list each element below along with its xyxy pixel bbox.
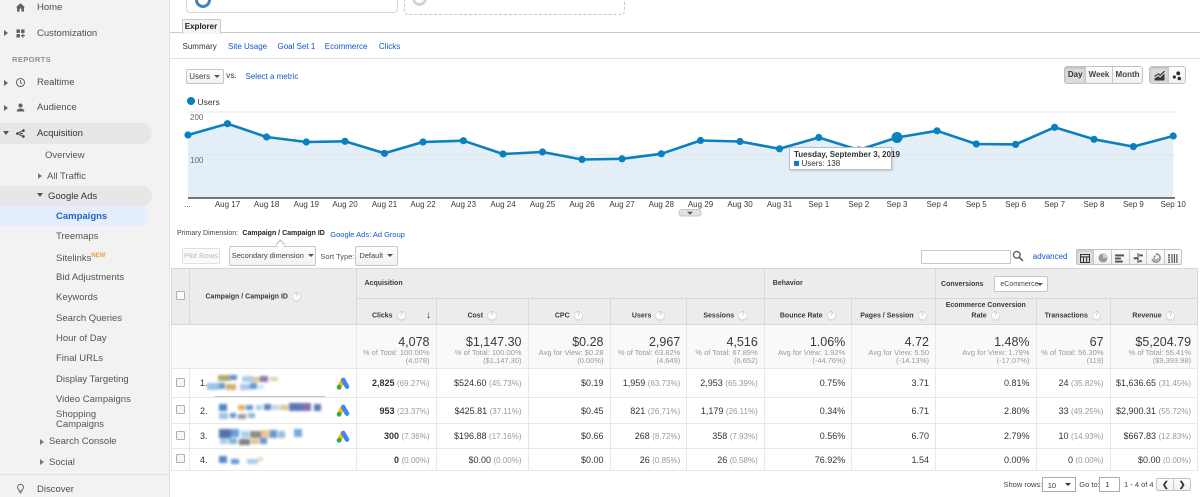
svg-text:Aug 22: Aug 22 <box>410 200 436 209</box>
svg-text:Aug 25: Aug 25 <box>530 200 556 209</box>
svg-text:Sep 1: Sep 1 <box>808 200 829 209</box>
svg-text:Aug 30: Aug 30 <box>727 200 753 209</box>
svg-text:Sep 2: Sep 2 <box>848 200 869 209</box>
svg-text:100: 100 <box>190 156 204 165</box>
svg-text:Sep 4: Sep 4 <box>927 200 948 209</box>
svg-text:Aug 23: Aug 23 <box>451 200 477 209</box>
svg-text:Aug 19: Aug 19 <box>294 200 320 209</box>
svg-text:...: ... <box>184 200 191 209</box>
svg-text:Sep 3: Sep 3 <box>887 200 908 209</box>
svg-text:Sep 6: Sep 6 <box>1005 200 1026 209</box>
svg-text:Aug 21: Aug 21 <box>372 200 398 209</box>
svg-text:Aug 24: Aug 24 <box>490 200 516 209</box>
svg-text:Aug 26: Aug 26 <box>569 200 595 209</box>
svg-text:Aug 17: Aug 17 <box>215 200 241 209</box>
svg-text:200: 200 <box>190 113 204 122</box>
svg-text:Aug 28: Aug 28 <box>649 200 675 209</box>
svg-text:Sep 8: Sep 8 <box>1084 200 1105 209</box>
svg-text:Aug 18: Aug 18 <box>254 200 280 209</box>
svg-text:Sep 10: Sep 10 <box>1161 200 1187 209</box>
svg-text:Aug 29: Aug 29 <box>688 200 714 209</box>
svg-text:Sep 7: Sep 7 <box>1044 200 1065 209</box>
svg-text:Sep 9: Sep 9 <box>1123 200 1144 209</box>
svg-text:Sep 5: Sep 5 <box>966 200 987 209</box>
svg-text:Aug 31: Aug 31 <box>767 200 793 209</box>
svg-text:Aug 20: Aug 20 <box>332 200 358 209</box>
svg-text:Aug 27: Aug 27 <box>609 200 635 209</box>
